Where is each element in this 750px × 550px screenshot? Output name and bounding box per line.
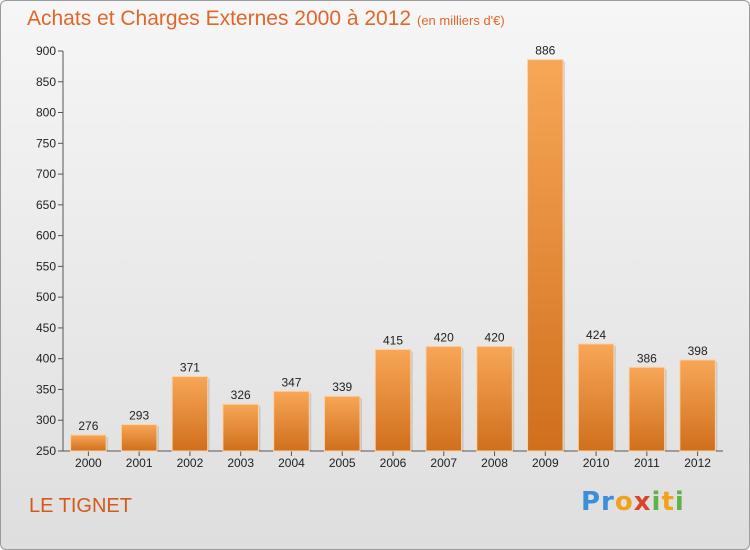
bar-value-label: 424 xyxy=(586,328,606,342)
bar-value-label: 886 xyxy=(535,44,555,58)
bar xyxy=(70,434,107,452)
x-tick-label: 2008 xyxy=(481,456,508,470)
bar xyxy=(323,395,361,452)
bar-value-label: 386 xyxy=(637,351,657,365)
y-tick-label: 900 xyxy=(36,44,56,58)
bar-value-label: 398 xyxy=(688,344,708,358)
bar-value-label: 420 xyxy=(485,330,505,344)
bar xyxy=(120,424,158,452)
y-tick-label: 500 xyxy=(36,290,56,304)
y-tick-label: 450 xyxy=(36,321,56,335)
x-tick-label: 2009 xyxy=(532,456,559,470)
y-tick-label: 650 xyxy=(36,198,56,212)
bar-value-label: 371 xyxy=(180,361,200,375)
x-tick-label: 2010 xyxy=(583,456,610,470)
y-tick-label: 800 xyxy=(36,106,56,120)
y-tick-label: 700 xyxy=(36,167,56,181)
bar-value-label: 415 xyxy=(383,333,403,347)
bar xyxy=(577,343,615,452)
bar xyxy=(222,403,259,452)
y-tick-label: 850 xyxy=(36,75,56,89)
x-tick-label: 2005 xyxy=(329,456,356,470)
proxiti-logo: Proxiti xyxy=(581,487,685,517)
bar-value-label: 326 xyxy=(231,388,251,402)
bar xyxy=(273,390,310,452)
bar-value-label: 276 xyxy=(78,419,98,433)
bars xyxy=(70,59,718,452)
bar-value-label: 347 xyxy=(281,375,301,389)
x-tick-label: 2002 xyxy=(177,456,204,470)
bar xyxy=(171,376,209,452)
bar xyxy=(476,345,513,452)
bar-value-label: 420 xyxy=(434,330,454,344)
value-labels: 276 293 371 326 347 339 415 420 420 886 424 386 398 xyxy=(78,44,708,433)
chart-unit: (en milliers d'€) xyxy=(417,13,505,28)
y-tick-label: 550 xyxy=(36,259,56,273)
y-tick-label: 250 xyxy=(36,444,56,458)
bar xyxy=(679,359,716,452)
y-tick-label: 350 xyxy=(36,382,56,396)
y-tick-label: 750 xyxy=(36,136,56,150)
x-tick-label: 2011 xyxy=(634,456,660,470)
x-tick-label: 2007 xyxy=(430,456,457,470)
chart-title: Achats et Charges Externes 2000 à 2012 xyxy=(27,7,412,30)
x-tick-label: 2000 xyxy=(75,456,102,470)
bar xyxy=(527,59,564,452)
y-tick-label: 600 xyxy=(36,229,56,243)
y-tick-label: 300 xyxy=(36,413,56,427)
x-tick-label: 2001 xyxy=(126,456,153,470)
bar-value-label: 293 xyxy=(129,409,149,423)
bar-value-label: 339 xyxy=(332,380,352,394)
x-tick-label: 2006 xyxy=(380,456,407,470)
x-tick-label: 2003 xyxy=(227,456,254,470)
bar xyxy=(425,345,463,452)
bar xyxy=(628,366,666,452)
place-name: LE TIGNET xyxy=(29,495,132,517)
bar xyxy=(374,348,412,452)
x-tick-label: 2004 xyxy=(278,456,305,470)
y-tick-label: 400 xyxy=(36,352,56,366)
x-tick-label: 2012 xyxy=(684,456,711,470)
